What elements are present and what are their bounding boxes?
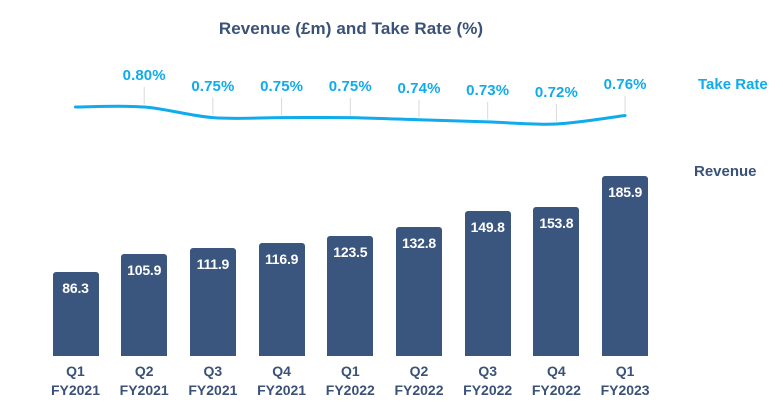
- bar-value-label: 116.9: [264, 250, 299, 267]
- revenue-bar: 123.5: [327, 236, 374, 356]
- x-axis-label: Q1 FY2021: [50, 363, 101, 398]
- take-rate-value-label: 0.72%: [534, 84, 578, 101]
- bar-value-label: 123.5: [333, 244, 368, 261]
- take-rate-value-label: 0.75%: [191, 77, 235, 95]
- bar-value-label: 86.3: [62, 280, 89, 297]
- take-rate-value-label: 0.75%: [260, 77, 304, 95]
- bar-value-label: 153.8: [539, 215, 574, 232]
- take-rate-value-label: 0.80%: [122, 67, 166, 84]
- revenue-bar: 149.8: [464, 211, 511, 356]
- x-axis-label: Q4 FY2021: [257, 363, 307, 398]
- revenue-bar: 86.3: [52, 272, 99, 356]
- legend-take-rate: Take Rate: [698, 76, 768, 93]
- take-rate-value-label: 0.75%: [328, 77, 372, 95]
- take-rate-line: [74, 104, 627, 126]
- revenue-bar: 105.9: [121, 253, 168, 356]
- revenue-bar: 153.8: [533, 207, 580, 356]
- take-rate-value-label: 0.74%: [397, 79, 441, 97]
- x-axis-label: Q1 FY2023: [600, 363, 650, 398]
- x-axis-label: Q3 FY2021: [188, 363, 238, 398]
- x-axis-label: Q2 FY2021: [119, 363, 169, 398]
- revenue-bar: 111.9: [189, 247, 236, 356]
- x-axis-label: Q3 FY2022: [463, 363, 513, 398]
- x-axis-label: Q4 FY2022: [531, 363, 581, 398]
- bar-value-label: 185.9: [608, 184, 643, 200]
- bar-value-label: 111.9: [196, 255, 230, 272]
- bar-value-label: 149.8: [470, 219, 505, 235]
- revenue-bar: 132.8: [396, 227, 442, 356]
- revenue-bar: 116.9: [258, 242, 305, 356]
- x-axis-label: Q1 FY2022: [325, 363, 375, 398]
- x-axis-label: Q2 FY2022: [394, 363, 444, 398]
- bar-value-label: 132.8: [401, 235, 437, 252]
- bar-value-label: 105.9: [127, 261, 162, 278]
- revenue-bar: 185.9: [602, 176, 649, 356]
- chart-title: Revenue (£m) and Take Rate (%): [218, 19, 484, 38]
- take-rate-value-label: 0.76%: [603, 75, 647, 93]
- take-rate-value-label: 0.73%: [466, 81, 510, 99]
- legend-revenue: Revenue: [694, 163, 757, 180]
